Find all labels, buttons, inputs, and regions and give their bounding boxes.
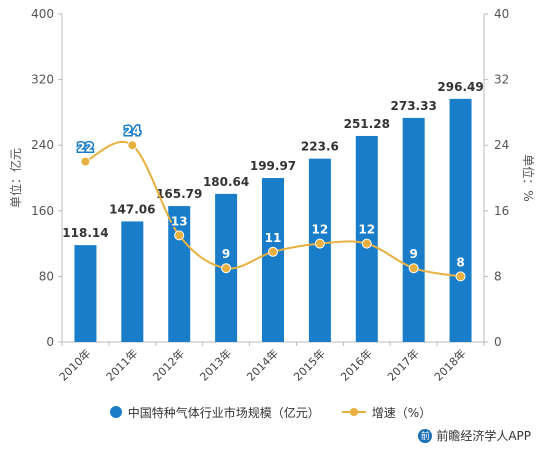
- brand-logo: 前: [418, 428, 433, 443]
- y2-tick-label: 40: [494, 7, 509, 21]
- legend-item-line[interactable]: 增速（%）: [341, 404, 432, 421]
- growth-point: [455, 271, 466, 282]
- y-tick-label: 400: [31, 7, 54, 21]
- bar: [121, 221, 144, 342]
- growth-value-label: 8: [456, 255, 464, 269]
- bar-value-label: 118.14: [62, 226, 108, 240]
- growth-value-label: 22: [77, 141, 94, 155]
- bar-value-label: 180.64: [203, 175, 249, 189]
- x-tick-label: 2014年: [244, 346, 281, 383]
- bar-value-label: 165.79: [156, 187, 202, 201]
- y-tick-label: 160: [31, 204, 54, 218]
- y2-tick-label: 8: [494, 269, 502, 283]
- growth-point: [314, 238, 325, 249]
- bar-value-label: 147.06: [109, 202, 155, 216]
- bar-value-label: 223.6: [301, 140, 339, 154]
- bar-value-label: 251.28: [344, 117, 390, 131]
- legend-bar-label: 中国特种气体行业市场规模（亿元）: [127, 405, 320, 420]
- y-tick-label: 80: [39, 269, 54, 283]
- y2-axis-title: 单位：%: [521, 154, 536, 201]
- growth-point: [127, 140, 138, 151]
- brand-text: 前瞻经济学人APP: [436, 429, 531, 443]
- x-tick-label: 2012年: [150, 346, 187, 383]
- y2-tick-label: 0: [494, 335, 502, 349]
- bar: [402, 117, 425, 342]
- growth-point: [408, 263, 419, 274]
- growth-point: [174, 230, 185, 241]
- legend-line-swatch: [341, 406, 366, 418]
- growth-point: [361, 238, 372, 249]
- growth-value-label: 24: [124, 124, 141, 138]
- legend-item-bar[interactable]: 中国特种气体行业市场规模（亿元）: [109, 404, 320, 421]
- bar-value-label: 199.97: [250, 159, 296, 173]
- bar: [308, 158, 331, 342]
- legend-line-label: 增速（%）: [371, 405, 432, 420]
- growth-point: [268, 246, 278, 257]
- y-tick-label: 320: [31, 73, 54, 87]
- y2-tick-label: 32: [494, 73, 509, 87]
- y-tick-label: 240: [31, 138, 54, 152]
- x-tick-label: 2016年: [337, 346, 374, 383]
- bar: [168, 206, 191, 342]
- bar-value-label: 296.49: [437, 80, 483, 94]
- growth-value-label: 12: [312, 223, 329, 237]
- legend-bar-swatch: [109, 406, 122, 418]
- x-tick-label: 2015年: [291, 346, 328, 383]
- growth-point: [221, 263, 232, 274]
- growth-point: [80, 156, 91, 167]
- bar: [74, 245, 97, 342]
- growth-value-label: 9: [222, 247, 230, 261]
- x-tick-label: 2010年: [56, 346, 93, 383]
- x-tick-label: 2018年: [431, 346, 468, 383]
- growth-value-label: 11: [265, 231, 282, 245]
- y2-tick-label: 16: [494, 204, 509, 218]
- x-tick-label: 2011年: [103, 346, 140, 383]
- x-tick-label: 2013年: [197, 346, 234, 383]
- growth-value-label: 9: [409, 247, 417, 261]
- y2-tick-label: 24: [494, 138, 509, 152]
- bar: [449, 98, 472, 342]
- bar: [262, 178, 284, 342]
- x-tick-label: 2017年: [384, 346, 421, 383]
- bar-value-label: 273.33: [391, 99, 437, 113]
- growth-value-label: 13: [171, 214, 188, 228]
- footer-brand: 前 前瞻经济学人APP: [418, 427, 531, 444]
- y-axis-title: 单位：亿元: [8, 148, 23, 208]
- legend: 中国特种气体行业市场规模（亿元） 增速（%）: [0, 402, 541, 422]
- y-tick-label: 0: [46, 335, 54, 349]
- growth-value-label: 12: [358, 223, 375, 237]
